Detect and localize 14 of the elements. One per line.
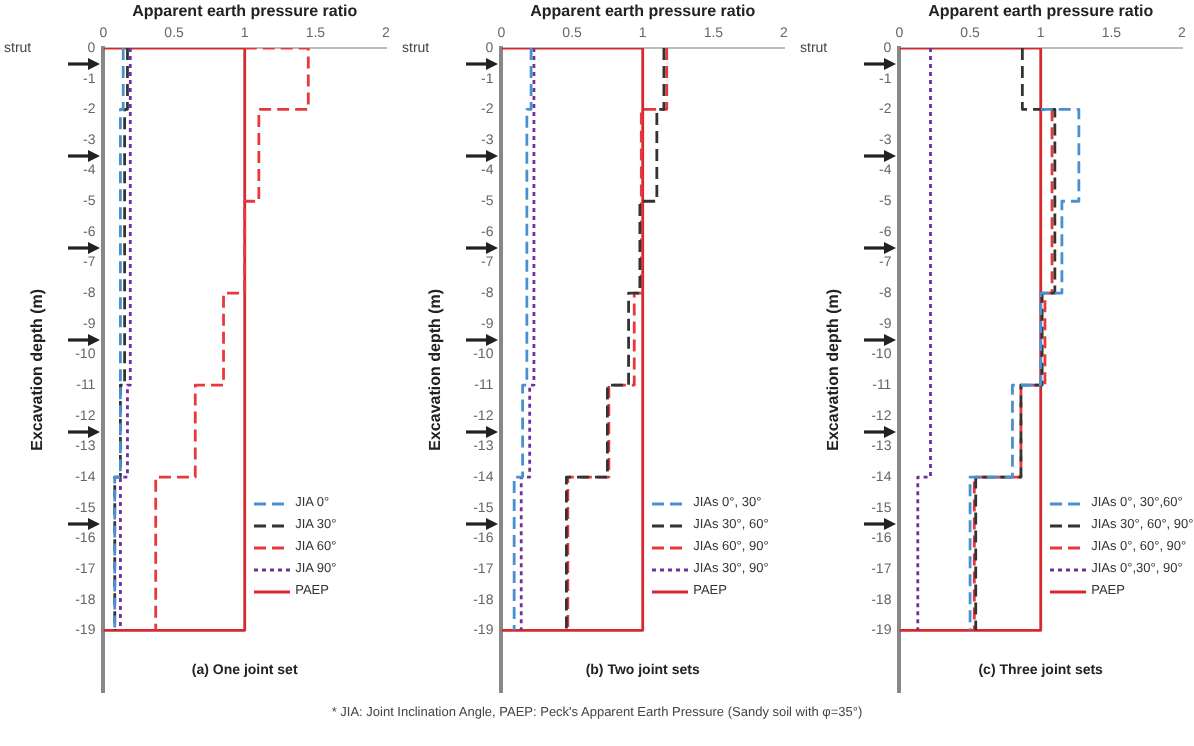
y-axis-title: Excavation depth (m) <box>824 288 843 451</box>
y-axis-title: Excavation depth (m) <box>426 288 445 451</box>
y-axis-title: Excavation depth (m) <box>28 288 47 451</box>
line-series <box>113 48 125 632</box>
x-axis-title: Apparent earth pressure ratio <box>530 2 756 21</box>
line-series <box>972 107 1054 632</box>
x-axis-title: Apparent earth pressure ratio <box>132 2 358 21</box>
line-series <box>118 48 132 632</box>
x-axis-title: Apparent earth pressure ratio <box>928 2 1154 21</box>
line-series <box>113 48 129 632</box>
line-series <box>519 48 536 632</box>
line-series <box>974 48 1057 632</box>
line-series <box>512 48 533 632</box>
line-series <box>968 107 1081 632</box>
